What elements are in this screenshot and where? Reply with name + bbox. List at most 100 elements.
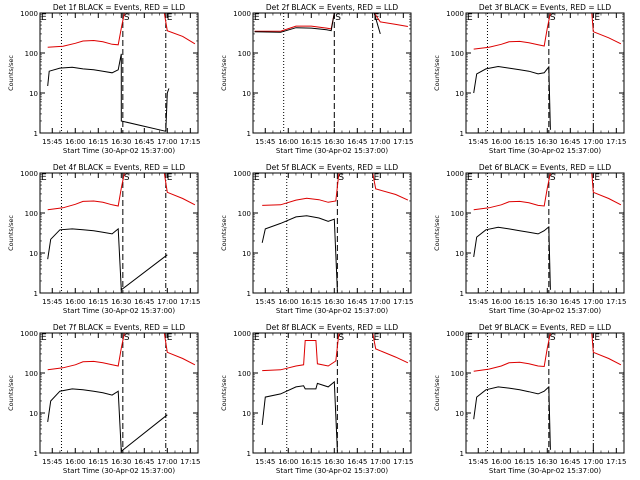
y-tick-label: 1 [34,450,38,458]
event-marker-label: E [167,333,173,343]
y-tick-label: 100 [25,370,38,378]
x-tick-label: 17:00 [370,138,390,146]
x-tick-label: 16:15 [301,458,321,466]
event-marker-label: S [550,333,556,343]
x-tick-label: 16:15 [301,138,321,146]
y-tick-label: 10 [242,250,251,258]
event-marker-label: S [550,173,556,183]
x-tick-label: 16:45 [134,298,154,306]
y-axis-label: Counts/sec [7,55,15,91]
x-tick-label: 17:15 [393,298,413,306]
x-tick-label: 17:00 [583,138,603,146]
x-tick-label: 16:45 [134,458,154,466]
y-tick-label: 10 [29,250,38,258]
series-line-events [254,13,381,35]
y-tick-label: 100 [25,50,38,58]
plot-frame [39,172,199,294]
chart-title: Det 9f BLACK = Events, RED = LLD [479,323,612,332]
event-marker-label: E [467,173,473,183]
x-tick-label: 16:00 [65,458,85,466]
series-line-events [261,215,338,292]
series-line-events [473,385,551,450]
x-tick-label: 16:00 [278,458,298,466]
x-tick-label: 17:15 [606,138,626,146]
event-marker-label: E [254,13,260,23]
event-marker-label: E [41,333,47,343]
x-tick-label: 15:45 [255,298,275,306]
chart-title: Det 5f BLACK = Events, RED = LLD [266,163,399,172]
x-tick-label: 16:15 [88,138,108,146]
plot-frame [39,332,199,454]
y-tick-label: 1000 [20,330,38,338]
x-tick-label: 17:15 [180,458,200,466]
x-tick-label: 16:00 [491,138,511,146]
y-tick-label: 100 [451,370,464,378]
y-tick-label: 10 [242,410,251,418]
x-axis-label: Start Time (30-Apr-02 15:37:00) [276,467,388,475]
x-tick-label: 16:30 [324,298,344,306]
chart-title: Det 7f BLACK = Events, RED = LLD [53,323,186,332]
x-tick-label: 16:00 [491,458,511,466]
x-tick-label: 15:45 [255,138,275,146]
series-line-lld [473,13,622,50]
y-tick-label: 1000 [233,330,251,338]
event-marker-label: E [41,173,47,183]
series-line-events [47,227,168,291]
y-tick-label: 100 [451,50,464,58]
y-axis-label: Counts/sec [7,215,15,251]
x-tick-label: 17:15 [606,298,626,306]
x-tick-label: 15:45 [42,138,62,146]
series-line-events [473,65,551,130]
x-tick-label: 16:30 [537,298,557,306]
event-marker-label: E [374,13,380,23]
y-tick-label: 1000 [446,170,464,178]
x-tick-label: 16:00 [278,138,298,146]
y-tick-label: 1000 [20,10,38,18]
series-line-lld [47,173,196,211]
x-axis-label: Start Time (30-Apr-02 15:37:00) [489,147,601,155]
y-axis-label: Counts/sec [220,375,228,411]
x-axis-label: Start Time (30-Apr-02 15:37:00) [63,147,175,155]
event-marker-label: E [594,333,600,343]
event-marker-label: E [167,173,173,183]
x-tick-label: 17:15 [180,138,200,146]
x-tick-label: 16:15 [88,298,108,306]
x-axis-label: Start Time (30-Apr-02 15:37:00) [276,147,388,155]
chart-title: Det 3f BLACK = Events, RED = LLD [479,3,612,12]
y-tick-label: 100 [238,210,251,218]
series-line-lld [473,173,622,211]
y-axis-label: Counts/sec [220,55,228,91]
event-marker-label: E [467,13,473,23]
y-axis-label: Counts/sec [220,215,228,251]
y-tick-label: 10 [29,90,38,98]
y-axis-label: Counts/sec [433,215,441,251]
y-tick-label: 100 [451,210,464,218]
x-tick-label: 16:45 [560,458,580,466]
event-marker-label: E [254,173,260,183]
y-axis-label: Counts/sec [433,375,441,411]
chart-title: Det 2f BLACK = Events, RED = LLD [266,3,399,12]
y-tick-label: 1 [460,290,464,298]
series-line-lld [473,333,622,372]
y-tick-label: 10 [242,90,251,98]
series-line-events [47,388,168,453]
event-marker-label: S [335,13,341,23]
y-tick-label: 1 [34,290,38,298]
y-tick-label: 1000 [446,10,464,18]
x-tick-label: 16:15 [301,298,321,306]
y-tick-label: 10 [455,410,464,418]
x-tick-label: 16:00 [65,138,85,146]
x-tick-label: 16:45 [347,298,367,306]
series-line-lld [262,333,409,372]
x-tick-label: 17:00 [157,458,177,466]
x-tick-label: 16:30 [324,458,344,466]
event-marker-label: S [338,173,344,183]
x-tick-label: 16:00 [491,298,511,306]
y-tick-label: 100 [238,50,251,58]
plot-frame [252,172,412,294]
x-tick-label: 17:00 [370,298,390,306]
